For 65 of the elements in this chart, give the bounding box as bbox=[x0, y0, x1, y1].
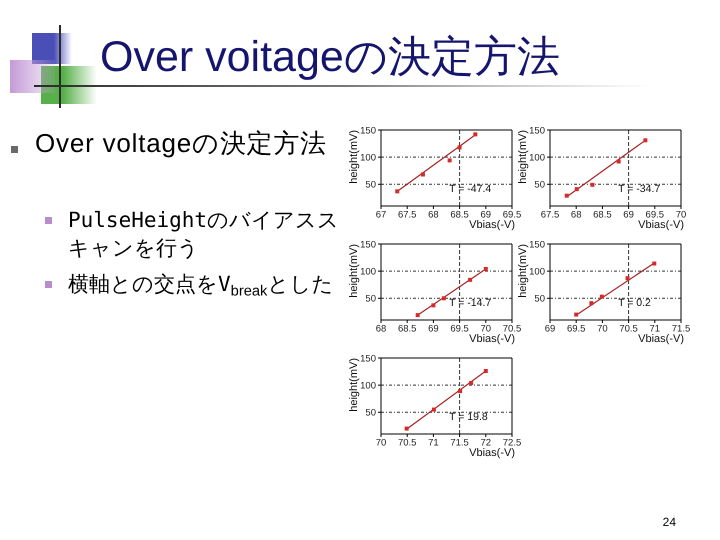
y-tick-label: 50 bbox=[534, 294, 545, 305]
x-tick-label: 69.5 bbox=[450, 324, 469, 335]
y-tick-label: 150 bbox=[360, 353, 376, 364]
text: 横軸との交点をV$_{break}$とした bbox=[68, 271, 334, 300]
x-tick-label: 69 bbox=[544, 324, 556, 335]
y-tick-label: 100 bbox=[360, 266, 376, 278]
x-tick-label: 69 bbox=[428, 324, 439, 335]
y-tick-label: 50 bbox=[365, 294, 376, 305]
y-tick-label: 150 bbox=[360, 125, 376, 136]
x-tick-label: 71.5 bbox=[672, 324, 690, 335]
y-axis-title: height(mV) bbox=[348, 130, 360, 184]
x-tick-label: 72.5 bbox=[502, 438, 522, 449]
x-tick-label: 70 bbox=[597, 324, 608, 335]
text: Over voltageの決定方法 bbox=[35, 127, 328, 159]
text: Over voitageの決定方法 bbox=[100, 32, 560, 83]
x-tick-label: 71.5 bbox=[450, 438, 469, 449]
x-tick-label: 68 bbox=[428, 210, 439, 221]
y-axis-title: height(mV) bbox=[348, 358, 360, 412]
x-tick-label: 69 bbox=[623, 210, 634, 221]
x-tick-label: 67.5 bbox=[540, 210, 560, 221]
y-tick-label: 150 bbox=[529, 239, 545, 250]
x-tick-label: 71 bbox=[650, 324, 660, 335]
y-tick-label: 50 bbox=[365, 408, 376, 419]
x-tick-label: 70 bbox=[676, 210, 686, 221]
x-tick-label: 68 bbox=[570, 210, 582, 221]
y-tick-label: 50 bbox=[365, 180, 376, 191]
y-axis-title: height(mV) bbox=[517, 130, 530, 184]
y-tick-label: 100 bbox=[529, 152, 545, 164]
annotation: T = -14.7 bbox=[449, 296, 492, 310]
x-tick-label: 67.5 bbox=[398, 210, 416, 221]
text: PulseHeightのバイアススキャンを行う bbox=[68, 207, 340, 262]
y-tick-label: 150 bbox=[529, 125, 545, 136]
annotation: T = 19.8 bbox=[449, 410, 488, 424]
x-tick-label: 69.5 bbox=[646, 210, 664, 221]
x-tick-label: 70.5 bbox=[502, 324, 522, 335]
x-tick-label: 67 bbox=[376, 210, 386, 221]
x-axis-title: Vbias(-V) bbox=[638, 333, 684, 346]
x-axis-title: Vbias(-V) bbox=[638, 219, 684, 232]
x-tick-label: 70.5 bbox=[398, 438, 416, 449]
x-tick-label: 70.5 bbox=[619, 324, 638, 335]
y-tick-label: 150 bbox=[360, 239, 376, 250]
x-tick-label: 71 bbox=[428, 438, 439, 449]
x-tick-label: 69 bbox=[480, 210, 492, 221]
x-axis-title: Vbias(-V) bbox=[469, 333, 515, 346]
annotation: T = -47.4 bbox=[449, 182, 492, 196]
x-tick-label: 68.5 bbox=[450, 210, 469, 221]
y-axis-title: height(mV) bbox=[517, 244, 530, 298]
y-tick-label: 100 bbox=[360, 152, 376, 164]
x-tick-label: 72 bbox=[480, 438, 492, 449]
y-tick-label: 100 bbox=[529, 266, 545, 278]
annotation: T = -34.7 bbox=[618, 182, 660, 196]
x-axis-title: Vbias(-V) bbox=[469, 447, 515, 460]
x-tick-label: 69.5 bbox=[502, 210, 522, 221]
y-tick-label: 100 bbox=[360, 380, 376, 392]
x-tick-label: 69.5 bbox=[566, 324, 586, 335]
y-axis-title: height(mV) bbox=[348, 244, 360, 298]
x-tick-label: 70 bbox=[480, 324, 492, 335]
x-tick-label: 68.5 bbox=[398, 324, 416, 335]
annotation: T = 0.2 bbox=[618, 296, 651, 310]
x-tick-label: 70 bbox=[376, 438, 386, 449]
x-tick-label: 68 bbox=[376, 324, 386, 335]
x-tick-label: 68.5 bbox=[593, 210, 612, 221]
y-tick-label: 50 bbox=[534, 180, 545, 191]
text: 24 bbox=[662, 515, 676, 529]
x-axis-title: Vbias(-V) bbox=[469, 219, 515, 232]
